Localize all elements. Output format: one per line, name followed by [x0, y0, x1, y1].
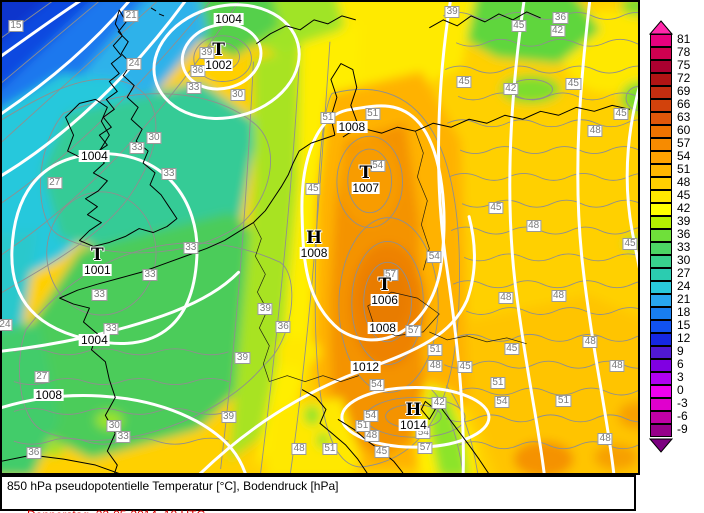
colorbar-box [650, 151, 672, 164]
colorbar-box [650, 307, 672, 320]
colorbar-box [650, 164, 672, 177]
colorbar-value: 18 [677, 305, 691, 319]
temperature-field [2, 2, 638, 473]
temperature-contours [2, 2, 638, 473]
colorbar-value: 33 [677, 240, 691, 254]
weather-map: 15 21 24 39 36 33 30 30 33 27 33 33 33 33 24 33 27 30 33 36… [0, 0, 640, 475]
colorbar-box [650, 320, 672, 333]
colorbar-box [650, 411, 672, 424]
colorbar-box [650, 281, 672, 294]
colorbar-value: 3 [677, 370, 684, 384]
colorbar-value: 69 [677, 84, 691, 98]
colorbar-box [650, 203, 672, 216]
colorbar-value: 63 [677, 110, 691, 124]
colorbar-arrow-down [649, 438, 673, 453]
map-svg [2, 2, 638, 473]
colorbar-box [650, 34, 672, 47]
colorbar-value: 24 [677, 279, 691, 293]
colorbar-box [650, 99, 672, 112]
colorbar-box [650, 398, 672, 411]
caption-title: 850 hPa pseudopotentielle Temperatur [°C… [7, 479, 339, 493]
colorbar-arrow-up [649, 20, 673, 35]
colorbar-value: 12 [677, 331, 691, 345]
colorbar-box [650, 190, 672, 203]
caption-info-line: Donnerstag, 22-05-2014 18 UTC (GFS 0.5°)… [7, 494, 205, 513]
colorbar-value: 45 [677, 188, 691, 202]
colorbar-value: 66 [677, 97, 691, 111]
caption-bar: 850 hPa pseudopotentielle Temperatur [°C… [0, 475, 636, 513]
colorbar-value: 42 [677, 201, 691, 215]
colorbar-box [650, 177, 672, 190]
colorbar-value: 51 [677, 162, 691, 176]
colorbar-value: 48 [677, 175, 691, 189]
colorbar-value: -9 [677, 422, 688, 436]
colorbar-box [650, 372, 672, 385]
colorbar-box [650, 294, 672, 307]
colorbar-box [650, 138, 672, 151]
colorbar-box [650, 255, 672, 268]
colorbar-value: 75 [677, 58, 691, 72]
colorbar-box [650, 125, 672, 138]
colorbar-box [650, 86, 672, 99]
colorbar-value: 36 [677, 227, 691, 241]
colorbar-box [650, 47, 672, 60]
colorbar-box [650, 242, 672, 255]
colorbar-value: 78 [677, 45, 691, 59]
colorbar-box [650, 424, 672, 437]
colorbar-value: 39 [677, 214, 691, 228]
colorbar-value: 57 [677, 136, 691, 150]
colorbar-value: 54 [677, 149, 691, 163]
colorbar-box [650, 333, 672, 346]
colorbar-value: -6 [677, 409, 688, 423]
caption-datetime: Donnerstag, 22-05-2014 18 UTC [27, 508, 205, 513]
colorbar-box [650, 359, 672, 372]
temperature-colorbar: 81 78 75 72 69 66 63 60 57 54 51 48 45 42 39 36 33 30 27 24… [649, 20, 704, 453]
colorbar-value: 81 [677, 32, 691, 46]
colorbar-box [650, 229, 672, 242]
colorbar-box [650, 216, 672, 229]
colorbar-box [650, 385, 672, 398]
colorbar-value: 15 [677, 318, 691, 332]
colorbar-box [650, 346, 672, 359]
colorbar-value: 0 [677, 383, 684, 397]
colorbar-value: 72 [677, 71, 691, 85]
colorbar-value: 30 [677, 253, 691, 267]
colorbar-value: -3 [677, 396, 688, 410]
colorbar-box [650, 60, 672, 73]
colorbar-box [650, 73, 672, 86]
colorbar-value: 21 [677, 292, 691, 306]
colorbar-value: 9 [677, 344, 684, 358]
colorbar-value: 60 [677, 123, 691, 137]
colorbar-box [650, 268, 672, 281]
colorbar-box [650, 112, 672, 125]
colorbar-value: 6 [677, 357, 684, 371]
colorbar-value: 27 [677, 266, 691, 280]
